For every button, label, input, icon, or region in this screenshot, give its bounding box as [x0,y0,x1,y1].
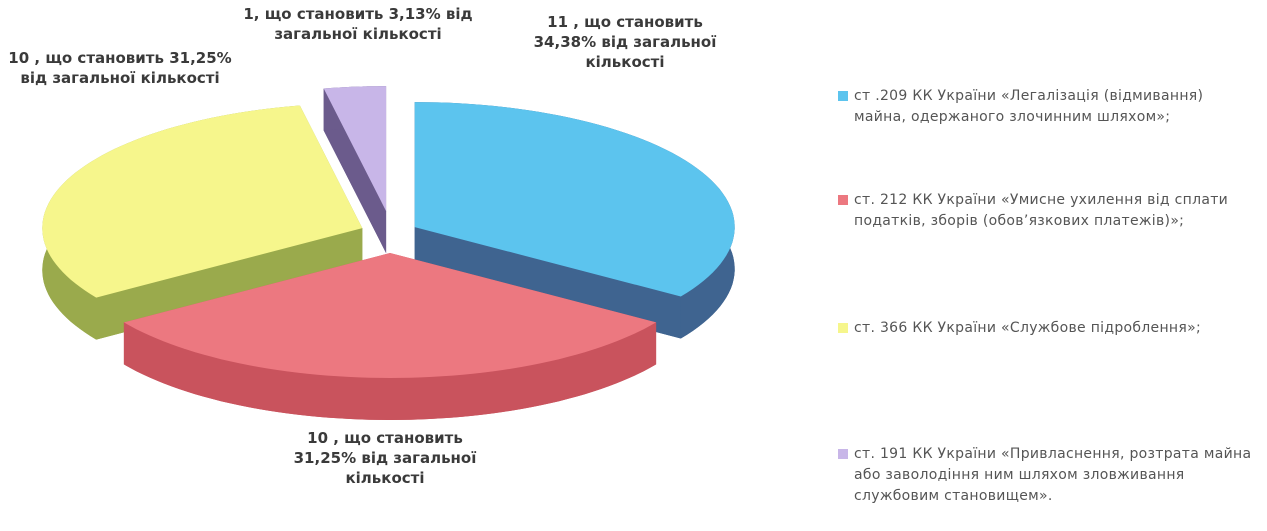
legend-label: ст .209 КК України «Легалізація (відмива… [854,88,1204,125]
legend-item: ст .209 КК України «Легалізація (відмива… [838,86,1258,128]
slice-top [42,105,363,298]
legend-label: ст. 366 КК України «Службове підроблення… [854,320,1201,336]
slice-top [123,253,657,378]
data-label: 10 , що становить 31,25% від загальної к… [293,429,477,487]
slice-side [123,322,657,420]
legend-item: ст. 212 КК України «Умисне ухилення від … [838,190,1258,232]
slice-edge [414,227,681,339]
legend-item: ст. 366 КК України «Службове підроблення… [838,318,1258,339]
pie-slice [42,105,363,340]
slice-edge [96,228,363,340]
legend-item: ст. 191 КК України «Привласнення, розтра… [838,444,1258,507]
data-label: 1, що становить 3,13% від загальної кіль… [243,5,473,43]
pie-slice [323,86,387,254]
legend-swatch [838,449,848,459]
data-label: 10 , що становить 31,25% від загальної к… [8,49,232,87]
legend-label: ст. 212 КК України «Умисне ухилення від … [854,192,1229,229]
legend-swatch [838,195,848,205]
legend-label: ст. 191 КК України «Привласнення, розтра… [854,446,1252,504]
chart [42,86,735,420]
slice-edge [323,88,387,254]
data-label: 11 , що становить 34,38% від загальної к… [533,13,717,71]
slice-top [414,102,735,297]
pie-slice [123,253,657,420]
legend-swatch [838,91,848,101]
legend-swatch [838,323,848,333]
slice-top [323,86,387,212]
